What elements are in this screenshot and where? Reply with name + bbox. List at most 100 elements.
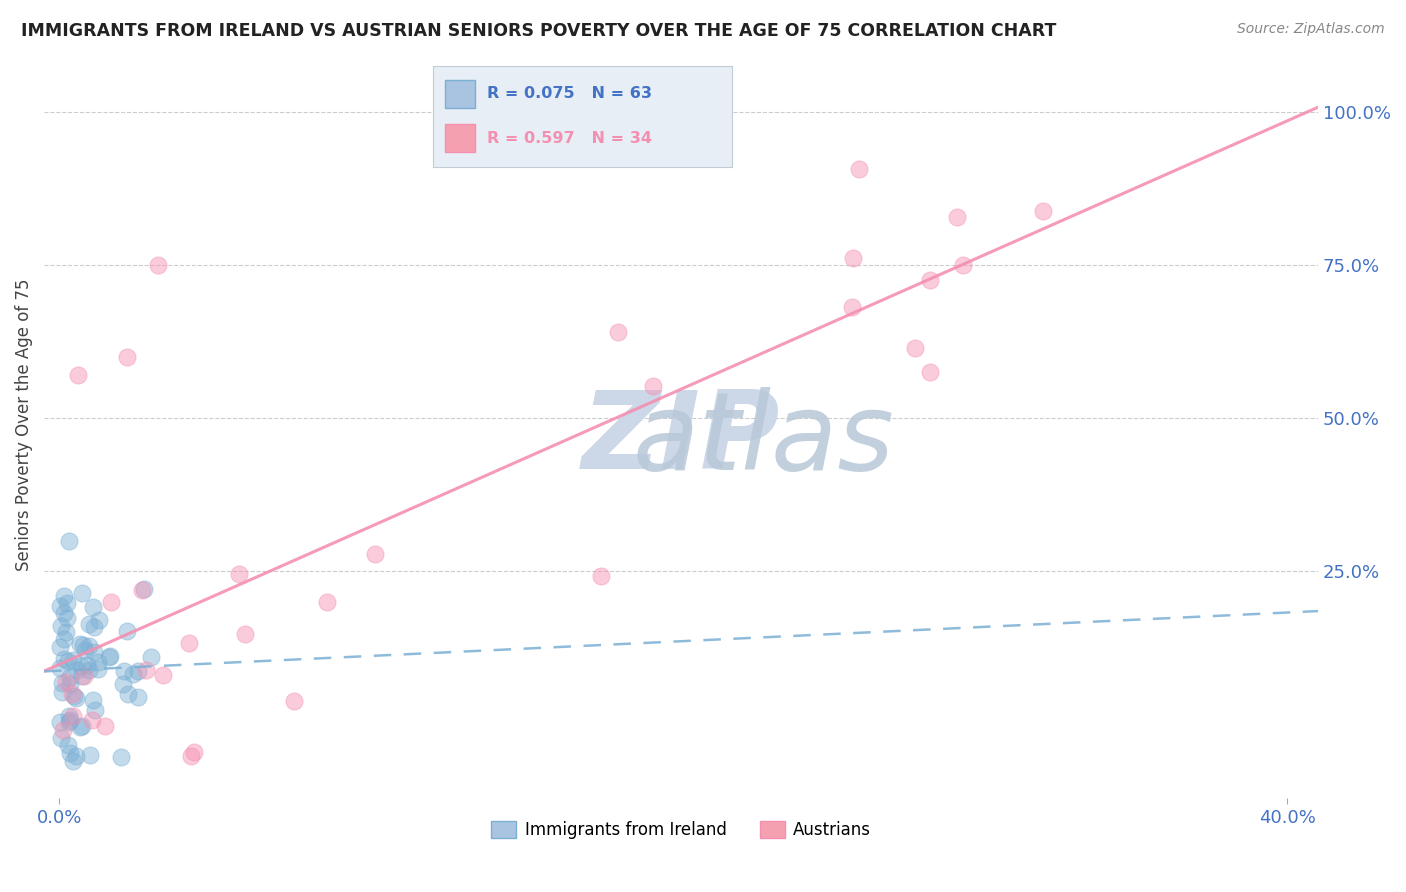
Point bbox=[79, 747, 101, 762]
Point bbox=[62, 689, 84, 703]
Point bbox=[131, 583, 153, 598]
Point bbox=[58, 738, 80, 752]
Point bbox=[152, 668, 174, 682]
Point bbox=[841, 301, 863, 315]
Point bbox=[946, 210, 969, 224]
Point bbox=[920, 366, 942, 380]
Text: ZIP: ZIP bbox=[582, 386, 780, 492]
Point bbox=[49, 661, 72, 675]
Point bbox=[51, 685, 73, 699]
Point bbox=[70, 586, 93, 600]
Point bbox=[132, 582, 155, 596]
Point bbox=[180, 749, 202, 764]
Point bbox=[94, 719, 117, 733]
Point bbox=[139, 650, 162, 665]
Point bbox=[179, 636, 201, 650]
Point bbox=[83, 645, 105, 659]
Point bbox=[49, 618, 72, 632]
Text: IMMIGRANTS FROM IRELAND VS AUSTRIAN SENIORS POVERTY OVER THE AGE OF 75 CORRELATI: IMMIGRANTS FROM IRELAND VS AUSTRIAN SENI… bbox=[21, 22, 1056, 40]
Point bbox=[73, 668, 96, 682]
Point bbox=[87, 662, 110, 676]
Point bbox=[49, 714, 72, 729]
Point bbox=[134, 663, 156, 677]
Point bbox=[55, 674, 77, 689]
Point bbox=[83, 620, 105, 634]
Point bbox=[82, 600, 104, 615]
Point bbox=[87, 613, 110, 627]
Point bbox=[59, 670, 82, 684]
Point bbox=[76, 657, 98, 672]
Point bbox=[84, 703, 107, 717]
Point bbox=[903, 341, 925, 355]
Point bbox=[1032, 203, 1054, 218]
Text: atlas: atlas bbox=[633, 387, 894, 491]
Point bbox=[952, 258, 974, 272]
Point bbox=[606, 325, 628, 339]
Point bbox=[98, 649, 121, 664]
Point bbox=[65, 748, 87, 763]
Point bbox=[87, 655, 110, 669]
Point bbox=[70, 658, 93, 673]
Point bbox=[115, 350, 138, 364]
Point bbox=[49, 599, 72, 614]
Point bbox=[364, 547, 387, 561]
Point bbox=[146, 258, 169, 272]
Point bbox=[53, 652, 76, 666]
Point bbox=[58, 714, 80, 729]
Point bbox=[53, 632, 76, 646]
Point bbox=[62, 653, 84, 667]
Point bbox=[53, 607, 76, 621]
Point bbox=[315, 595, 337, 609]
Point bbox=[842, 252, 865, 266]
Point bbox=[70, 669, 93, 683]
Point bbox=[72, 638, 94, 652]
Point bbox=[117, 687, 139, 701]
Point bbox=[59, 746, 82, 760]
Point bbox=[73, 643, 96, 657]
Point bbox=[848, 162, 870, 177]
Point bbox=[100, 595, 122, 609]
Point bbox=[58, 533, 80, 548]
Point bbox=[97, 649, 120, 664]
Point bbox=[183, 745, 205, 759]
Point bbox=[60, 687, 83, 701]
Point bbox=[112, 677, 135, 691]
Y-axis label: Seniors Poverty Over the Age of 75: Seniors Poverty Over the Age of 75 bbox=[15, 278, 32, 571]
Point bbox=[643, 378, 665, 392]
Point bbox=[55, 624, 77, 639]
Point bbox=[77, 616, 100, 631]
Point bbox=[53, 589, 76, 603]
Point bbox=[228, 566, 250, 581]
Point bbox=[233, 626, 256, 640]
Point bbox=[51, 723, 73, 737]
Point bbox=[56, 611, 79, 625]
Point bbox=[51, 676, 73, 690]
Point bbox=[77, 640, 100, 654]
Legend: Immigrants from Ireland, Austrians: Immigrants from Ireland, Austrians bbox=[485, 814, 877, 846]
Point bbox=[127, 690, 149, 705]
Point bbox=[283, 694, 305, 708]
Point bbox=[49, 731, 72, 746]
Point bbox=[59, 677, 82, 691]
Text: Source: ZipAtlas.com: Source: ZipAtlas.com bbox=[1237, 22, 1385, 37]
Point bbox=[80, 713, 103, 727]
Point bbox=[82, 693, 104, 707]
Point bbox=[55, 596, 77, 610]
Point bbox=[58, 709, 80, 723]
Point bbox=[59, 713, 82, 727]
Point bbox=[591, 569, 613, 583]
Point bbox=[122, 667, 145, 681]
Point bbox=[56, 654, 79, 668]
Point bbox=[70, 719, 93, 733]
Point bbox=[69, 720, 91, 734]
Point bbox=[62, 754, 84, 768]
Point bbox=[49, 640, 72, 654]
Point bbox=[77, 663, 100, 677]
Point bbox=[66, 663, 89, 677]
Point bbox=[920, 273, 942, 287]
Point bbox=[65, 691, 87, 706]
Point bbox=[112, 664, 135, 678]
Point bbox=[127, 664, 149, 678]
Point bbox=[110, 750, 132, 764]
Point bbox=[66, 368, 89, 383]
